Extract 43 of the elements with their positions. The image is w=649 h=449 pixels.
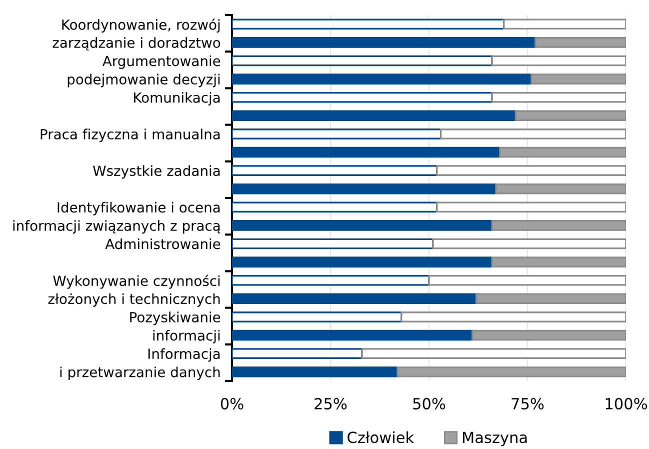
y-tick-label: Pozyskiwanie xyxy=(130,312,220,326)
legend-label: Maszyna xyxy=(462,432,527,446)
x-tick-label: 75% xyxy=(512,398,544,410)
bar xyxy=(514,110,626,122)
y-tick-label: Wykonywanie czynności xyxy=(53,274,220,289)
x-tick-label: 50% xyxy=(413,398,446,410)
bar xyxy=(232,293,478,304)
x-tick-label: 100% xyxy=(606,398,647,410)
bar xyxy=(232,146,501,158)
y-tick-label: Argumentowanie xyxy=(102,55,220,69)
bar xyxy=(472,330,626,341)
bar xyxy=(491,220,626,231)
bar xyxy=(232,330,474,341)
y-tick-label: i przetwarzanie danych xyxy=(60,366,220,380)
y-tick-label: Komunikacja xyxy=(134,92,220,106)
y-tick-label: Identyfikowanie i ocena xyxy=(58,202,220,216)
bar xyxy=(232,74,532,84)
y-tick-label: Koordynowanie, rozwój xyxy=(62,18,220,33)
bar xyxy=(530,74,626,84)
y-tick-label: informacji xyxy=(153,330,220,344)
y-tick-label: zarządzanie i doradztwo xyxy=(52,37,220,50)
bar xyxy=(232,37,536,48)
bar xyxy=(495,183,626,194)
bar xyxy=(396,366,626,378)
bar xyxy=(534,37,626,48)
x-tick-label: 25% xyxy=(314,398,347,410)
bar xyxy=(475,293,626,304)
bar xyxy=(232,220,493,231)
bar xyxy=(232,366,398,378)
y-tick-label: Wszystkie zadania xyxy=(93,165,220,179)
x-tick-label: 0% xyxy=(220,398,244,410)
bar xyxy=(499,146,626,158)
bar xyxy=(491,256,626,268)
bar xyxy=(232,110,517,122)
y-tick-label: złożonych i technicznych xyxy=(48,293,220,307)
bar xyxy=(232,256,493,268)
y-tick-label: informacji związanych z pracą xyxy=(13,220,220,234)
y-tick-label: Praca fizyczna i manualna xyxy=(40,128,220,142)
y-tick-label: podejmowanie decyzji xyxy=(68,74,220,88)
y-tick-label: Administrowanie xyxy=(105,238,220,250)
legend-label: Człowiek xyxy=(348,431,414,444)
y-tick-label: Informacja xyxy=(148,348,220,362)
bar xyxy=(232,183,497,194)
